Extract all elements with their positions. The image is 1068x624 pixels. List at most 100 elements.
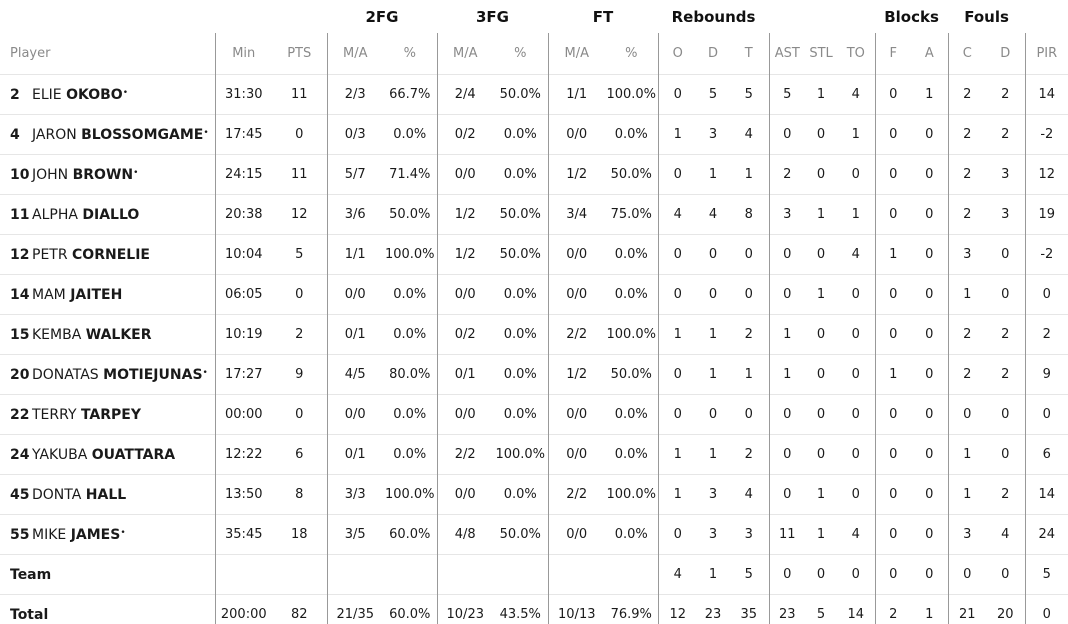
stat-cell: 0: [947, 554, 987, 595]
stat-cell: 2: [947, 114, 987, 155]
player-first-name: MIKE: [32, 526, 67, 543]
stat-cell: 0.0%: [383, 114, 437, 155]
stat-cell: 0: [657, 154, 698, 195]
stat-cell: 71.4%: [383, 154, 437, 195]
stat-cell: 0.0%: [383, 434, 437, 475]
stat-cell: [272, 554, 327, 595]
player-last-name: BROWN: [72, 166, 134, 183]
stat-cell: 20:38: [214, 194, 272, 235]
group-header-3fg: 3FG: [476, 7, 509, 26]
stat-cell: 4: [837, 514, 876, 555]
stat-cell: 0.0%: [493, 354, 548, 395]
player-first-name: KEMBA: [32, 326, 82, 343]
stat-cell: 1: [874, 354, 912, 395]
stat-cell: 66.7%: [383, 74, 437, 115]
col-header-player: Player: [10, 46, 51, 61]
stat-cell: 0/0: [436, 154, 493, 195]
stat-cell: 0/1: [436, 354, 493, 395]
stat-cell: 0: [272, 394, 327, 435]
stat-cell: [214, 554, 272, 595]
stat-cell: 0.0%: [493, 474, 548, 515]
stat-cell: 0.0%: [605, 114, 659, 155]
stat-cell: 8: [729, 194, 770, 235]
stat-cell: -2: [1024, 114, 1068, 155]
col-header---3: %: [403, 46, 416, 61]
stat-cell: 35:45: [214, 514, 272, 555]
stat-cell: 12:22: [214, 434, 272, 475]
stat-cell: 60.0%: [383, 514, 437, 555]
stat-cell: 0/1: [326, 314, 383, 355]
player-cell: 22 TERRY TARPEY: [0, 394, 215, 435]
stat-cell: 8: [272, 474, 327, 515]
stat-cell: 11: [272, 154, 327, 195]
stat-cell: 0: [272, 274, 327, 315]
stat-cell: 2: [947, 314, 987, 355]
stat-cell: 0: [874, 514, 912, 555]
stat-cell: 2: [947, 74, 987, 115]
stat-cell: 12: [657, 594, 698, 624]
stat-cell: 100.0%: [383, 474, 437, 515]
stat-cell: 0: [729, 234, 770, 275]
player-cell: 10 JOHN BROWN•: [0, 154, 215, 195]
stat-cell: 0: [768, 474, 806, 515]
stat-cell: 24: [1024, 514, 1068, 555]
row-label: Total: [10, 606, 49, 623]
stat-cell: 0: [805, 154, 838, 195]
player-first-name: TERRY: [32, 406, 77, 423]
stat-cell: 0: [805, 434, 838, 475]
stat-cell: 50.0%: [493, 514, 548, 555]
stat-cell: 4: [729, 114, 770, 155]
stat-cell: 13:50: [214, 474, 272, 515]
stat-cell: 2/2: [547, 314, 605, 355]
stat-cell: 0: [657, 394, 698, 435]
stat-cell: 75.0%: [605, 194, 659, 235]
stat-cell: 0/0: [436, 274, 493, 315]
stat-cell: 0: [697, 234, 730, 275]
stat-cell: 1: [947, 274, 987, 315]
stat-cell: 1: [805, 194, 838, 235]
stat-cell: 0: [837, 474, 876, 515]
stat-cell: 1: [768, 354, 806, 395]
player-cell: 2 ELIE OKOBO•: [0, 74, 215, 115]
player-row: 24 YAKUBA OUATTARA 12:22 6 0/1 0.0% 2/2 100.0% 0…: [0, 434, 1068, 475]
stat-cell: 3/4: [547, 194, 605, 235]
jersey-number: 24: [10, 446, 30, 463]
stat-cell: 1/2: [436, 194, 493, 235]
col-header---5: %: [514, 46, 527, 61]
player-row: 2 ELIE OKOBO• 31:30 11 2/3 66.7% 2/4 50.0% 1/1 10…: [0, 74, 1068, 115]
stat-cell: 11: [272, 74, 327, 115]
jersey-number: 15: [10, 326, 30, 343]
player-last-name: DIALLO: [82, 206, 140, 223]
player-row: 12 PETR CORNELIE 10:04 5 1/1 100.0% 1/2 50.0% 0/…: [0, 234, 1068, 275]
group-header-2fg: 2FG: [365, 7, 399, 26]
stat-cell: 17:27: [214, 354, 272, 395]
stat-cell: 0: [805, 554, 838, 595]
stat-cell: 1/2: [547, 154, 605, 195]
stat-cell: 5: [697, 74, 730, 115]
player-cell: 24 YAKUBA OUATTARA: [0, 434, 215, 475]
stat-cell: 11: [768, 514, 806, 555]
stat-cell: 1/2: [547, 354, 605, 395]
stat-cell: 4: [697, 194, 730, 235]
stat-cell: 3: [697, 514, 730, 555]
stat-cell: 0/0: [547, 114, 605, 155]
stat-cell: 5: [729, 74, 770, 115]
col-header-to-13: TO: [846, 46, 865, 61]
player-first-name: ELIE: [32, 86, 62, 103]
jersey-number: 45: [10, 486, 30, 503]
stat-cell: 43.5%: [493, 594, 548, 624]
stat-cell: 100.0%: [605, 74, 659, 115]
stat-cell: 4: [729, 474, 770, 515]
stat-cell: 0.0%: [493, 114, 548, 155]
stat-cell: 0: [911, 194, 949, 235]
stat-cell: 3: [729, 514, 770, 555]
player-last-name: JAITEH: [70, 286, 123, 303]
stat-cell: 0: [874, 554, 912, 595]
stat-cell: 0/0: [326, 394, 383, 435]
stat-cell: 2: [729, 314, 770, 355]
stat-cell: 4/5: [326, 354, 383, 395]
stat-cell: 1: [805, 514, 838, 555]
stat-cell: 0/0: [547, 394, 605, 435]
player-cell: 15 KEMBA WALKER: [0, 314, 215, 355]
group-header-rebounds: Rebounds: [671, 7, 756, 26]
